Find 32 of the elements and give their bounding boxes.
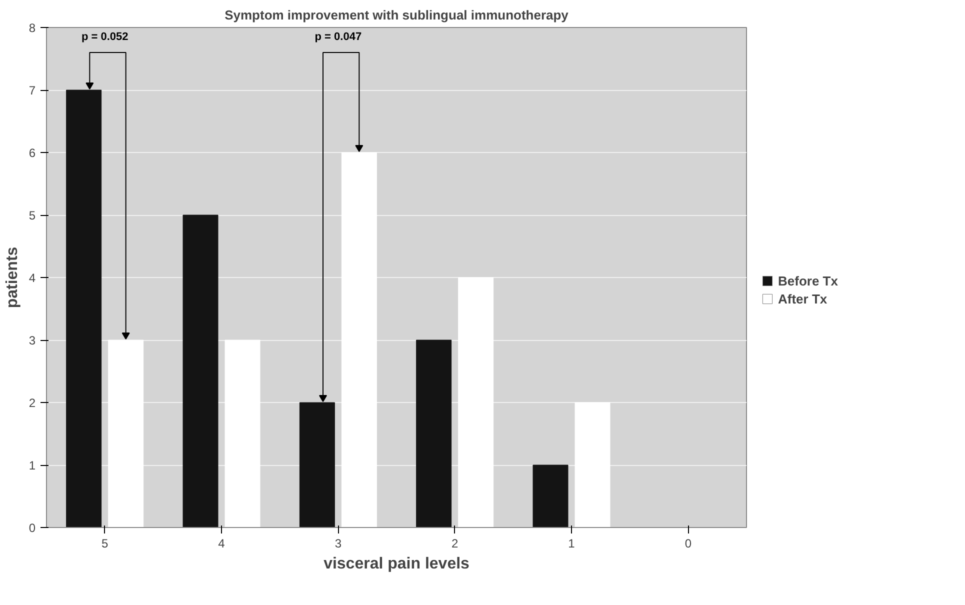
chart-title: Symptom improvement with sublingual immunotherapy	[224, 8, 570, 22]
y-tick-label: 5	[28, 208, 36, 222]
x-tick-label: 4	[218, 536, 226, 550]
x-tick-label: 2	[451, 536, 458, 550]
bar	[66, 90, 102, 528]
legend-label: Before Tx	[778, 273, 838, 288]
bar	[108, 340, 144, 528]
bar	[341, 152, 377, 528]
y-tick-label: 6	[28, 146, 36, 160]
x-axis-title: visceral pain levels	[324, 556, 470, 572]
y-tick-label: 7	[28, 84, 36, 98]
bar	[299, 402, 335, 528]
annotation: p = 0.047	[314, 31, 362, 44]
y-tick-label: 1	[28, 458, 36, 472]
y-tick-label: 3	[28, 334, 36, 348]
y-axis-title: patients	[4, 246, 21, 308]
y-tick-label: 0	[28, 521, 36, 535]
x-tick-label: 5	[101, 536, 108, 550]
bar	[416, 340, 452, 528]
x-tick-label: 1	[568, 536, 576, 550]
y-tick-label: 2	[28, 396, 36, 410]
x-tick-label: 0	[684, 536, 692, 550]
y-tick-label: 4	[28, 271, 36, 285]
bar	[458, 277, 494, 528]
bar	[182, 214, 218, 528]
y-tick-label: 8	[28, 21, 36, 35]
annotation: p = 0.052	[81, 31, 128, 44]
bar	[532, 464, 568, 528]
legend-label: After Tx	[778, 291, 828, 306]
bar	[224, 340, 260, 528]
bar	[574, 402, 610, 528]
x-tick-label: 3	[334, 536, 342, 550]
